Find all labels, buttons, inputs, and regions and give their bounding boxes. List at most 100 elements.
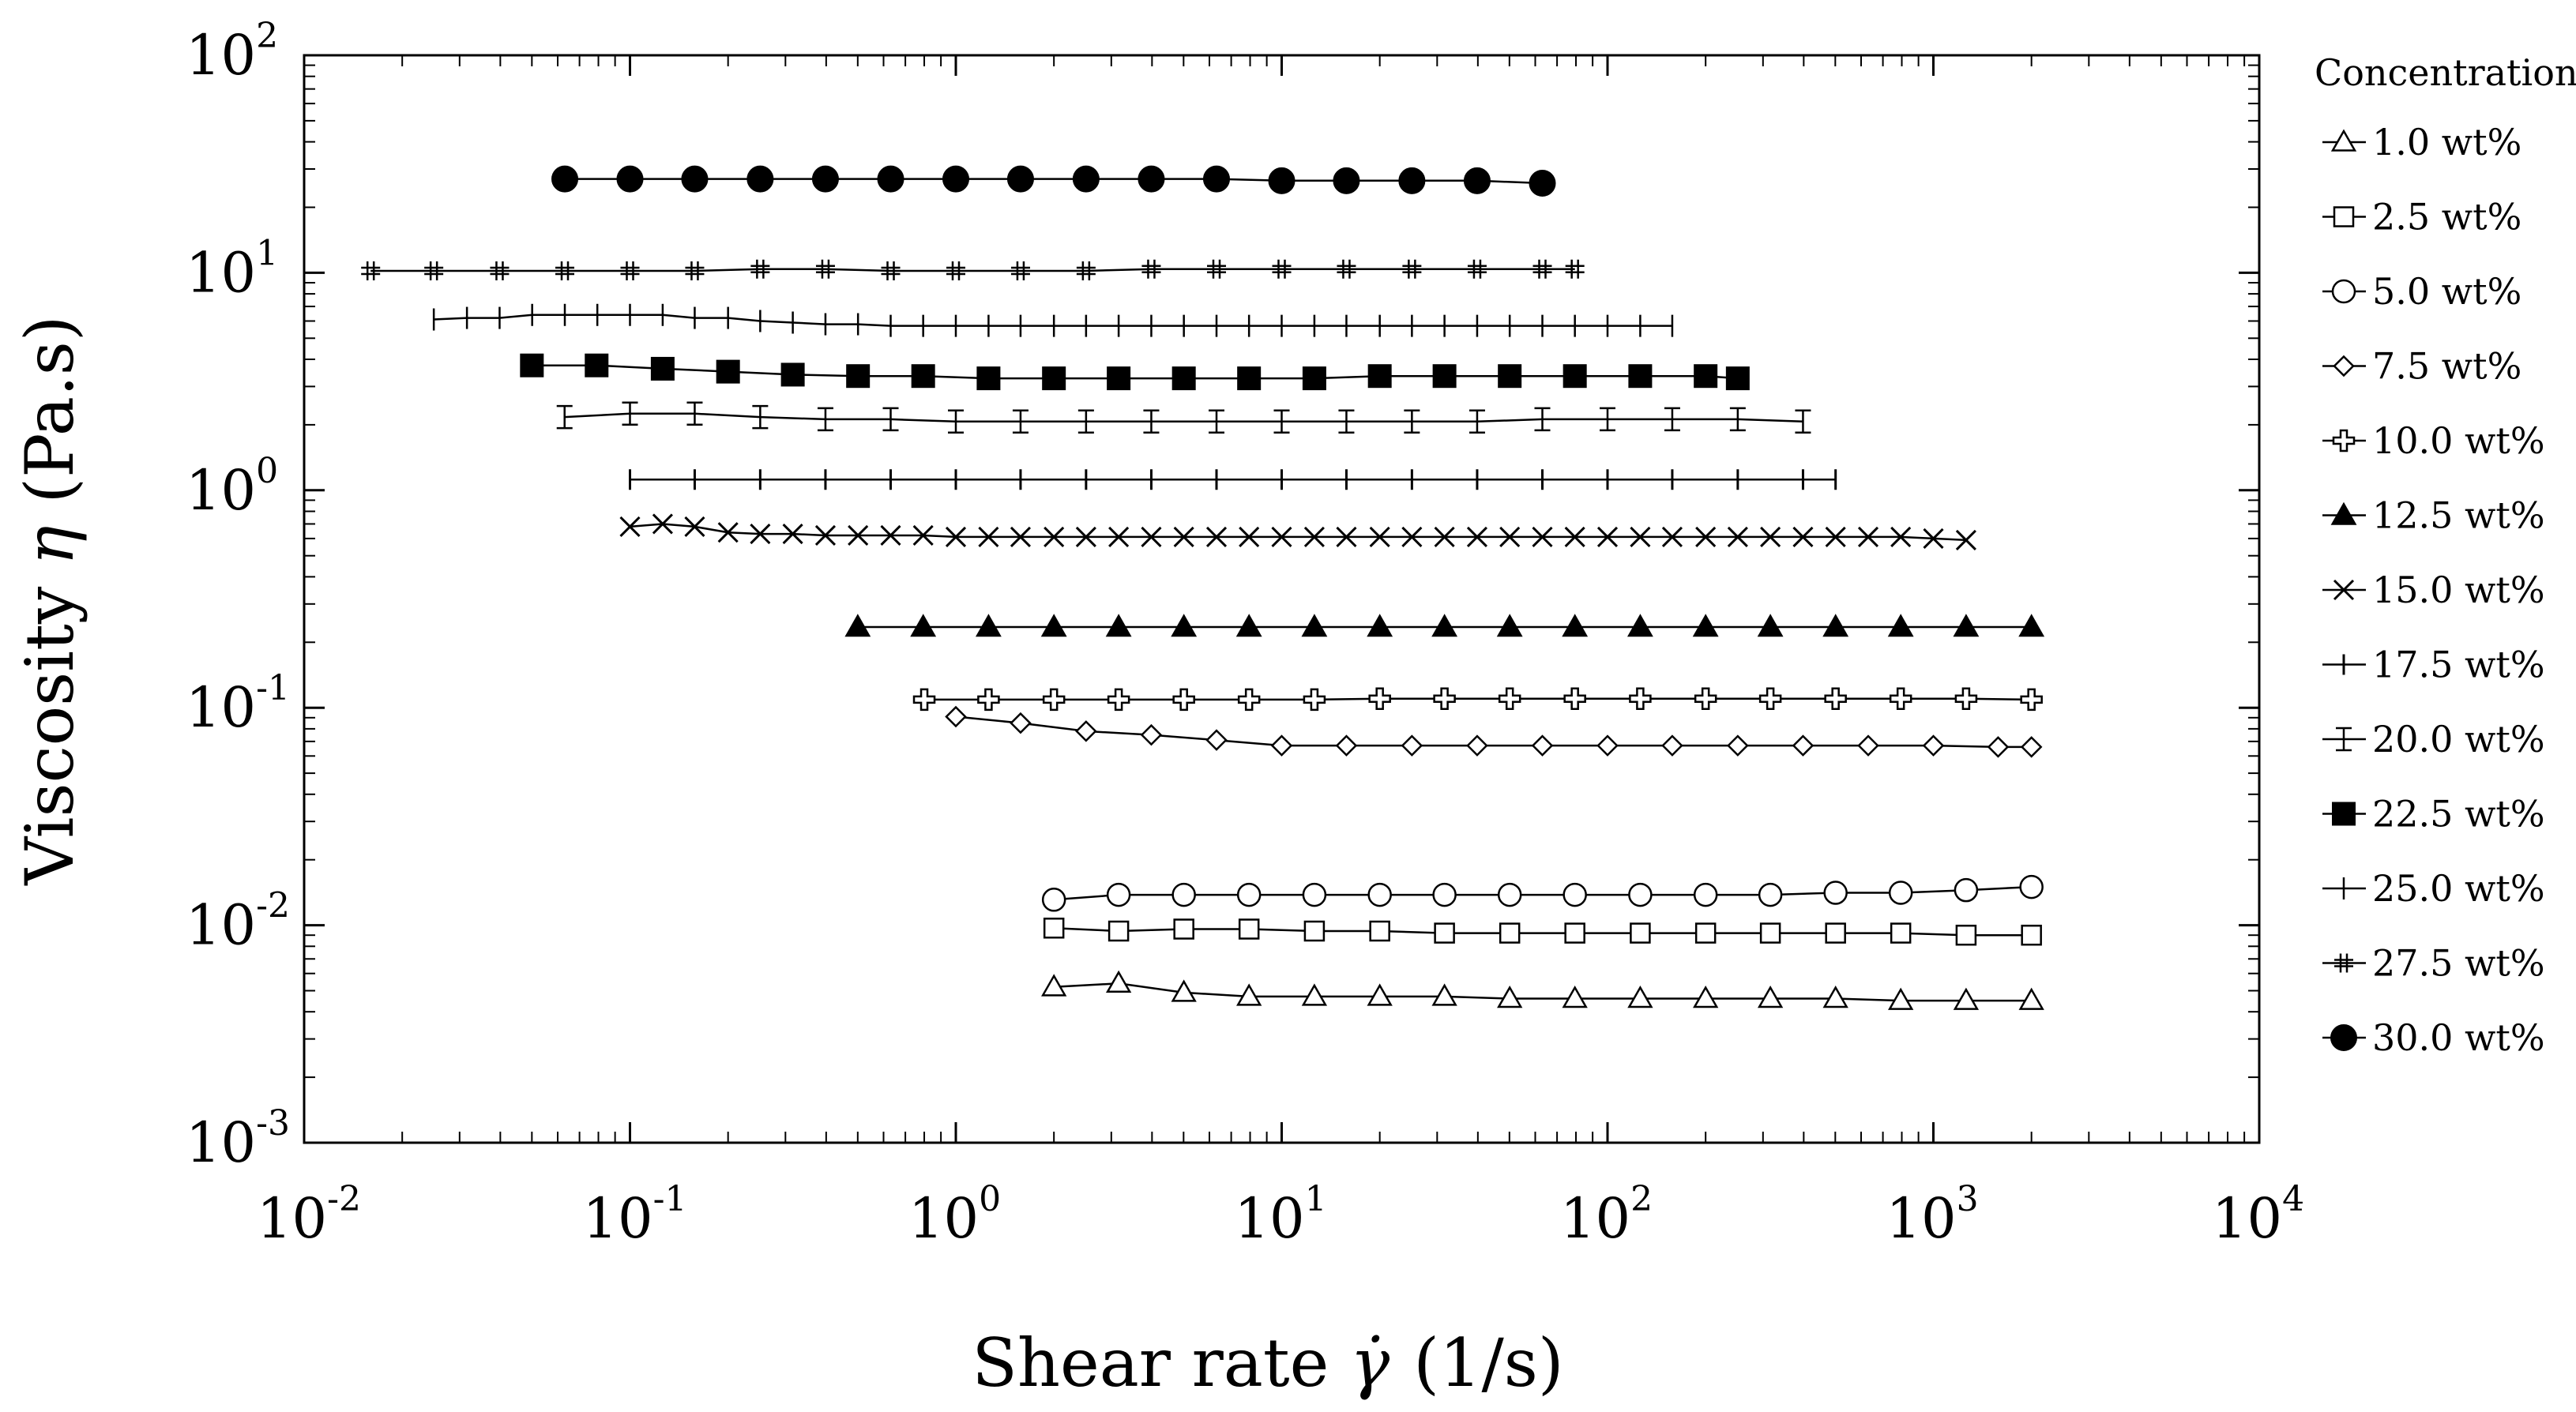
x-tick-label: 101 <box>1235 1179 1327 1251</box>
x-tick-label: 102 <box>1560 1179 1653 1251</box>
data-point <box>1302 366 1326 391</box>
data-point <box>681 165 709 193</box>
data-point <box>1270 734 1293 757</box>
data-point <box>1075 526 1096 547</box>
y-tick-label-exponent: 2 <box>256 16 278 56</box>
series-12-5-wt <box>844 614 2045 637</box>
x-axis-unit: (1/s) <box>1413 1324 1563 1402</box>
legend-label: 7.5 wt% <box>2372 345 2521 388</box>
data-point <box>1107 688 1130 712</box>
data-point <box>1333 167 1360 194</box>
data-point <box>1626 614 1653 637</box>
y-axis-unit: (Pa.s) <box>11 315 88 503</box>
legend-title: Concentration <box>2315 51 2576 94</box>
data-point <box>1467 259 1487 279</box>
data-point <box>1236 983 1262 1006</box>
legend-item: 1.0 wt% <box>2322 121 2521 163</box>
data-point <box>1143 409 1160 434</box>
data-point <box>1888 987 1914 1010</box>
series-line <box>370 268 1575 272</box>
data-point <box>1209 409 1225 434</box>
data-point <box>1694 922 1717 944</box>
data-point <box>1107 920 1130 942</box>
x-tick-label: 104 <box>2212 1179 2304 1251</box>
data-point <box>1367 983 1393 1006</box>
data-point <box>1693 985 1719 1008</box>
data-point <box>1628 882 1653 907</box>
x-tick-label: 10-1 <box>583 1179 687 1251</box>
legend-item: 2.5 wt% <box>2322 196 2521 238</box>
y-tick-label-base: 10 <box>186 458 256 523</box>
data-point <box>361 261 381 281</box>
data-point <box>1693 882 1718 907</box>
x-tick-label-base: 10 <box>1886 1186 1957 1251</box>
data-point <box>1273 409 1290 434</box>
data-point <box>1237 688 1261 712</box>
data-point <box>1497 985 1523 1008</box>
legend-marker <box>2330 129 2357 152</box>
data-point <box>1301 614 1328 637</box>
legend-label: 20.0 wt% <box>2372 718 2545 760</box>
y-tick-label-base: 10 <box>186 893 256 958</box>
y-axis-title: Viscosity η (Pa.s) <box>11 315 88 885</box>
data-point <box>2020 688 2043 712</box>
legend-marker <box>2333 579 2355 601</box>
data-point <box>1271 526 1292 547</box>
series-line <box>924 697 2032 701</box>
series-line <box>1054 885 2032 901</box>
data-point <box>1954 877 1979 903</box>
legend-item: 15.0 wt% <box>2322 569 2545 611</box>
data-point <box>1044 526 1065 547</box>
y-tick-label-base: 10 <box>186 675 256 740</box>
x-tick-label-exponent: 4 <box>2282 1179 2304 1219</box>
data-point <box>1106 882 1131 907</box>
data-point <box>1238 918 1260 940</box>
data-point <box>620 261 640 281</box>
data-point <box>585 353 609 377</box>
series-2-5-wt <box>1043 917 2042 946</box>
data-point <box>1795 409 1811 434</box>
legend-marker <box>2333 206 2355 227</box>
x-tick-label-base: 10 <box>2212 1186 2282 1251</box>
data-point <box>1661 734 1683 757</box>
data-point <box>1272 259 1292 279</box>
x-axis-symbol: γ̇ <box>1350 1324 1390 1402</box>
data-point <box>945 526 967 547</box>
data-point <box>1173 526 1194 547</box>
plot-frame <box>303 54 2261 1144</box>
data-point <box>1141 259 1161 279</box>
data-point <box>2018 987 2044 1010</box>
series-10-0-wt <box>912 687 2043 712</box>
data-point <box>1563 882 1587 907</box>
data-point <box>551 165 579 193</box>
data-point <box>1173 918 1194 940</box>
series-30-0-wt <box>551 165 1556 197</box>
x-tick-label: 10-2 <box>257 1179 361 1251</box>
data-point <box>1532 526 1553 547</box>
data-point <box>1727 734 1749 757</box>
data-point <box>977 688 1000 712</box>
data-point <box>1172 688 1195 712</box>
data-point <box>946 261 965 281</box>
series-25-0-wt <box>432 303 1674 337</box>
data-point <box>1012 409 1029 434</box>
x-axis-title-prefix: Shear rate <box>972 1324 1350 1402</box>
y-tick-label-exponent: -1 <box>256 668 290 708</box>
data-point <box>1887 614 1914 637</box>
data-point <box>1434 526 1455 547</box>
data-point <box>1171 366 1196 391</box>
data-point <box>1954 687 1978 711</box>
y-tick-label-base: 10 <box>186 1110 256 1175</box>
data-point <box>882 407 899 432</box>
series-line <box>1054 982 2032 1002</box>
legend-marker <box>2333 355 2355 377</box>
data-point <box>978 526 999 547</box>
data-point <box>1499 922 1521 944</box>
y-tick-label: 10-1 <box>186 668 290 740</box>
legend-label: 17.5 wt% <box>2372 644 2545 686</box>
legend-item: 27.5 wt% <box>2322 942 2545 985</box>
legend-item: 7.5 wt% <box>2322 345 2521 388</box>
data-point <box>945 705 967 728</box>
data-point <box>815 259 835 279</box>
